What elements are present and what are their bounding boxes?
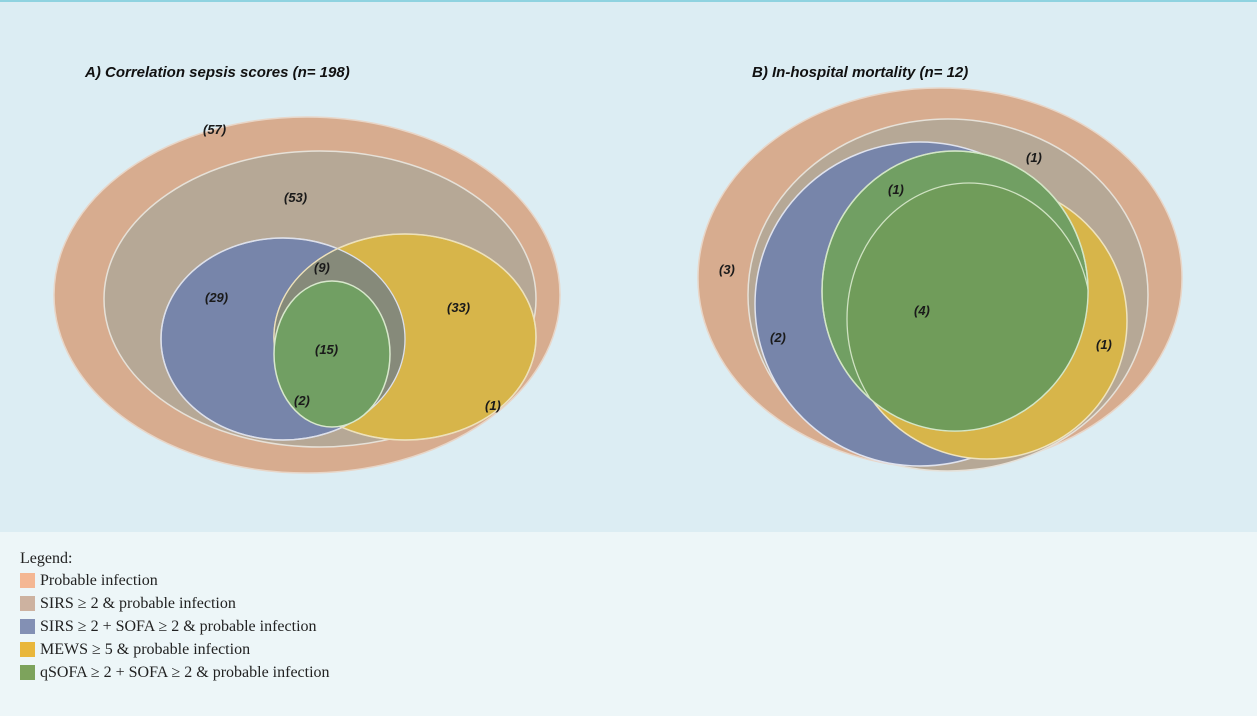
legend-items: Probable infection SIRS ≥ 2 & probable i… (20, 569, 330, 684)
count-a-all-three: (15) (315, 342, 338, 357)
panel-b-venn: (3) (1) (1) (2) (4) (1) (697, 87, 1183, 472)
legend-swatch-qsofa (20, 665, 35, 680)
all-overlap-b (846, 182, 1088, 431)
legend-label: SIRS ≥ 2 & probable infection (40, 594, 236, 612)
venn-figure: A) Correlation sepsis scores (n= 198) B)… (0, 0, 1257, 532)
legend-label: SIRS ≥ 2 + SOFA ≥ 2 & probable infection (40, 617, 317, 635)
legend-item-sirs-sofa: SIRS ≥ 2 + SOFA ≥ 2 & probable infection (20, 615, 330, 638)
count-b-sirs-sofa-qsofa: (1) (888, 182, 904, 197)
legend-label: MEWS ≥ 5 & probable infection (40, 640, 251, 658)
legend-item-probable-infection: Probable infection (20, 569, 330, 592)
panel-a-title: A) Correlation sepsis scores (n= 198) (85, 64, 350, 81)
count-b-all: (4) (914, 303, 930, 318)
legend-item-mews: MEWS ≥ 5 & probable infection (20, 638, 330, 661)
legend-title: Legend: (20, 550, 73, 567)
count-a-sirs-sofa-qsofa: (2) (294, 393, 310, 408)
count-a-sirs-only: (53) (284, 190, 307, 205)
count-a-mews-outside: (1) (485, 398, 501, 413)
count-a-probable-only: (57) (203, 122, 226, 137)
panel-a-venn: (57) (53) (29) (9) (33) (15) (2) (1) (53, 116, 561, 474)
panel-b-title: B) In-hospital mortality (n= 12) (752, 64, 969, 81)
count-b-mews-only: (1) (1096, 337, 1112, 352)
count-a-sirs-sofa-mews: (9) (314, 260, 330, 275)
venn-diagrams: (57) (53) (29) (9) (33) (15) (2) (1) (3)… (53, 87, 1183, 474)
sirs-sofa-outline-a (160, 237, 406, 441)
count-b-sirs-only: (1) (1026, 150, 1042, 165)
count-b-sirs-sofa-only: (2) (770, 330, 786, 345)
legend-item-qsofa: qSOFA ≥ 2 + SOFA ≥ 2 & probable infectio… (20, 661, 330, 684)
qsofa-outline-b (821, 150, 1089, 432)
legend: Legend: Probable infection SIRS ≥ 2 & pr… (0, 532, 1257, 716)
legend-swatch-sirs-sofa (20, 619, 35, 634)
mews-outline-a (273, 233, 537, 441)
count-a-sirs-sofa-only: (29) (205, 290, 228, 305)
qsofa-ellipse-a (273, 280, 391, 428)
legend-label: Probable infection (40, 571, 158, 589)
legend-item-sirs: SIRS ≥ 2 & probable infection (20, 592, 330, 615)
legend-label: qSOFA ≥ 2 + SOFA ≥ 2 & probable infectio… (40, 663, 330, 681)
count-b-probable-only: (3) (719, 262, 735, 277)
legend-swatch-mews (20, 642, 35, 657)
legend-swatch-probable-infection (20, 573, 35, 588)
legend-swatch-sirs (20, 596, 35, 611)
count-a-mews-only: (33) (447, 300, 470, 315)
